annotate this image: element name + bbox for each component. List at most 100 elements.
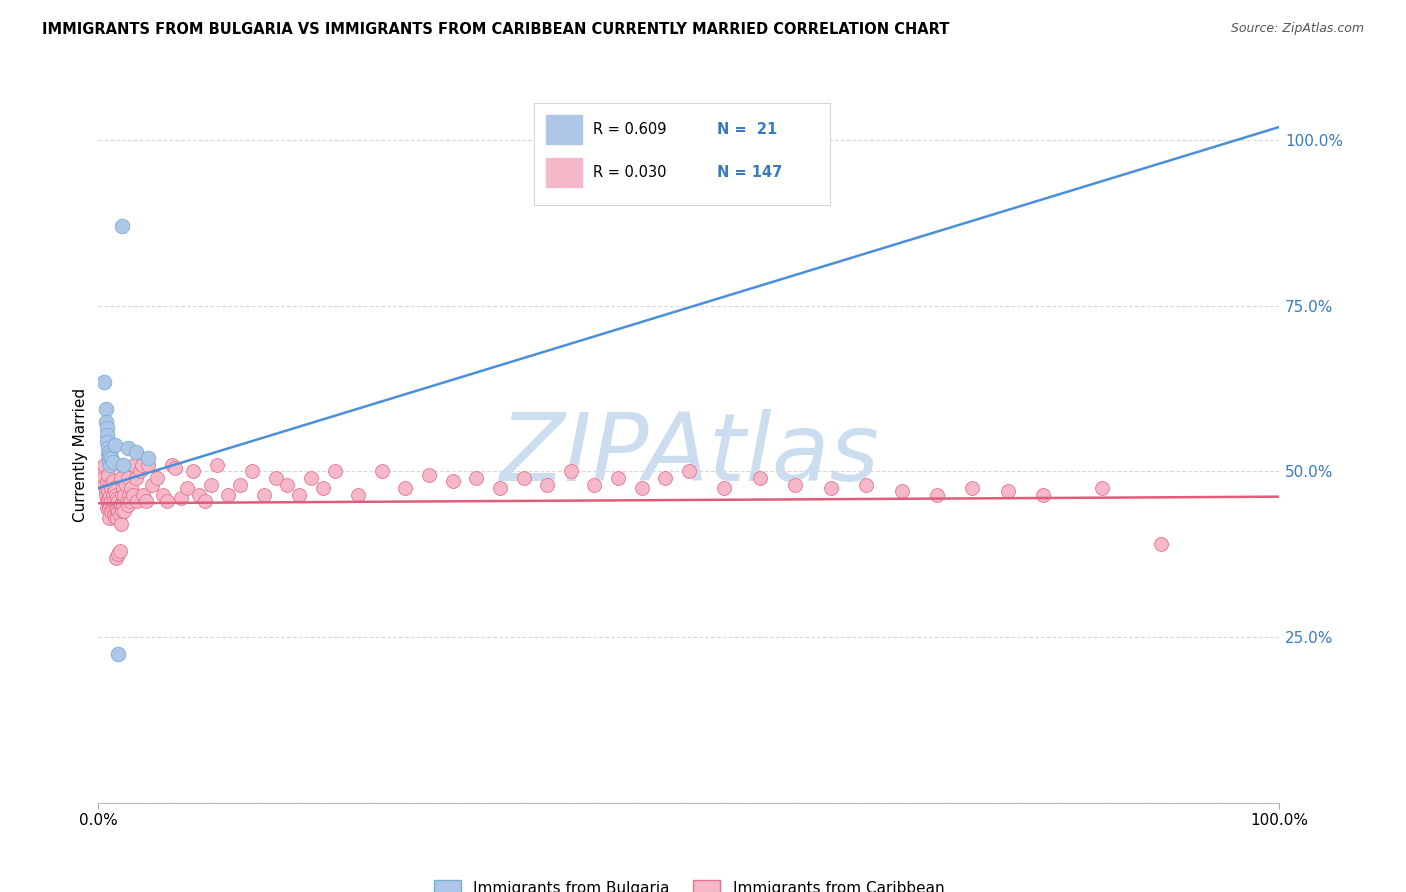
Point	[127, 494, 149, 508]
Point	[94, 401, 117, 416]
Point	[118, 488, 141, 502]
Point	[713, 481, 735, 495]
Point	[96, 500, 118, 515]
Point	[394, 481, 416, 495]
Point	[98, 448, 121, 462]
Point	[371, 465, 394, 479]
Point	[156, 494, 179, 508]
Point	[418, 467, 440, 482]
Point	[115, 494, 138, 508]
Point	[654, 471, 676, 485]
Point	[240, 465, 263, 479]
Point	[96, 494, 118, 508]
Point	[104, 498, 127, 512]
Point	[108, 508, 131, 522]
Point	[187, 488, 209, 502]
Point	[105, 500, 128, 515]
Point	[105, 488, 128, 502]
Text: N = 147: N = 147	[717, 165, 783, 180]
Point	[105, 491, 128, 505]
Point	[97, 484, 120, 499]
Point	[607, 471, 630, 485]
Point	[560, 465, 582, 479]
Point	[97, 442, 120, 456]
Point	[1032, 488, 1054, 502]
Point	[98, 488, 121, 502]
Point	[100, 451, 122, 466]
Point	[160, 458, 183, 472]
Point	[536, 477, 558, 491]
Point	[96, 421, 118, 435]
Point	[181, 465, 204, 479]
Point	[111, 219, 134, 234]
Point	[107, 504, 129, 518]
Point	[323, 465, 346, 479]
Point	[112, 488, 135, 502]
Point	[110, 517, 132, 532]
Point	[128, 465, 150, 479]
Point	[264, 471, 287, 485]
Point	[107, 547, 129, 561]
Point	[112, 498, 135, 512]
Y-axis label: Currently Married: Currently Married	[73, 388, 89, 522]
Point	[91, 465, 114, 479]
Point	[93, 375, 115, 389]
Point	[101, 475, 124, 489]
Point	[125, 471, 148, 485]
Point	[997, 484, 1019, 499]
Point	[111, 504, 134, 518]
Point	[98, 491, 121, 505]
Point	[104, 484, 127, 499]
Point	[146, 471, 169, 485]
Point	[98, 458, 121, 472]
Point	[107, 494, 129, 508]
Point	[107, 647, 129, 661]
Point	[100, 494, 122, 508]
Point	[890, 484, 912, 499]
Point	[97, 494, 120, 508]
Point	[103, 508, 125, 522]
Point	[630, 481, 652, 495]
Point	[98, 511, 121, 525]
Point	[105, 550, 128, 565]
Point	[855, 477, 877, 491]
Point	[101, 488, 124, 502]
Point	[512, 471, 534, 485]
Point	[489, 481, 512, 495]
Point	[110, 498, 132, 512]
Point	[205, 458, 228, 472]
Point	[253, 488, 276, 502]
Point	[962, 481, 984, 495]
Point	[120, 494, 142, 508]
Text: R = 0.030: R = 0.030	[593, 165, 666, 180]
Point	[108, 544, 131, 558]
Legend: Immigrants from Bulgaria, Immigrants from Caribbean: Immigrants from Bulgaria, Immigrants fro…	[433, 880, 945, 892]
Point	[93, 477, 115, 491]
Point	[288, 488, 311, 502]
Point	[101, 500, 124, 515]
Point	[108, 498, 131, 512]
Point	[98, 454, 121, 468]
Point	[229, 477, 252, 491]
Bar	[546, 115, 582, 144]
Point	[441, 475, 464, 489]
Point	[125, 444, 148, 458]
Point	[121, 488, 143, 502]
Point	[91, 471, 114, 485]
Point	[100, 504, 122, 518]
Point	[152, 488, 174, 502]
Point	[94, 484, 117, 499]
Point	[1091, 481, 1114, 495]
Point	[111, 458, 134, 472]
Point	[111, 488, 134, 502]
Text: N =  21: N = 21	[717, 121, 778, 136]
Point	[165, 461, 187, 475]
Point	[104, 511, 127, 525]
Point	[141, 477, 163, 491]
Point	[97, 467, 120, 482]
Text: Source: ZipAtlas.com: Source: ZipAtlas.com	[1230, 22, 1364, 36]
Point	[122, 458, 145, 472]
Point	[117, 498, 139, 512]
Point	[678, 465, 700, 479]
Point	[131, 458, 153, 472]
